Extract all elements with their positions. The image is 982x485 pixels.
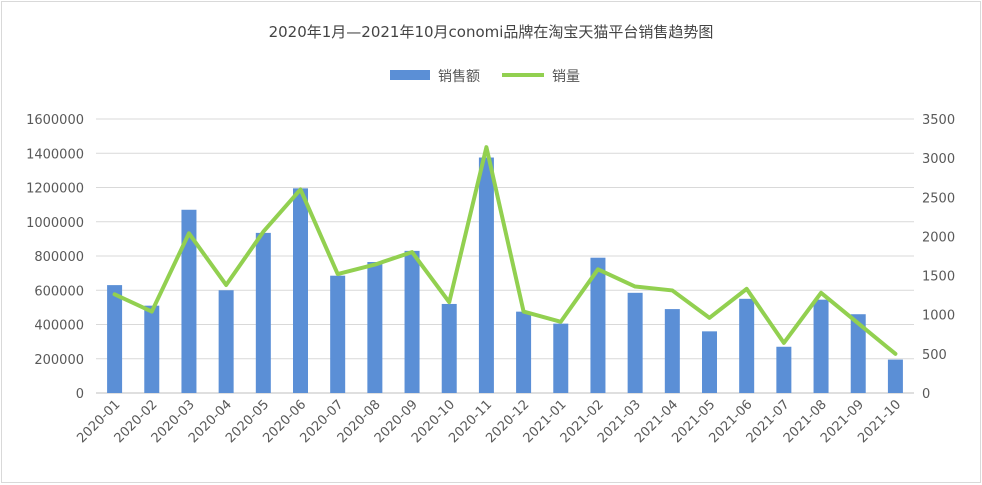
point-sales-volume xyxy=(373,263,377,267)
left-axis-tick-label: 400000 xyxy=(34,319,84,334)
right-axis-tick-label: 500 xyxy=(922,348,947,363)
bar-sales-amount xyxy=(590,257,606,393)
point-sales-volume xyxy=(708,316,711,320)
left-axis-tick-label: 0 xyxy=(76,387,84,402)
x-axis-ticks: 2020-012020-022020-032020-042020-052020-… xyxy=(74,397,904,446)
left-axis-tick-label: 800000 xyxy=(34,250,84,265)
left-axis-tick-label: 1600000 xyxy=(26,113,84,128)
bar-sales-amount xyxy=(218,290,234,393)
point-sales-volume xyxy=(150,310,154,314)
left-axis-tick-label: 1000000 xyxy=(26,216,84,231)
bar-sales-amount xyxy=(702,331,717,393)
legend-label-sales-volume: 销量 xyxy=(552,69,580,85)
bar-sales-amount xyxy=(181,209,197,393)
bar-sales-amount xyxy=(887,359,903,393)
point-sales-volume xyxy=(261,230,265,234)
point-sales-volume xyxy=(224,283,228,287)
bar-sales-amount xyxy=(107,285,123,393)
right-axis-tick-label: 1000 xyxy=(922,309,955,324)
point-sales-volume xyxy=(596,267,600,271)
point-sales-volume xyxy=(336,272,340,276)
bar-sales-amount xyxy=(293,188,308,393)
point-sales-volume xyxy=(187,231,191,235)
point-sales-volume xyxy=(410,250,414,254)
point-sales-volume xyxy=(745,287,749,291)
bar-sales-amount xyxy=(553,323,569,393)
point-sales-volume xyxy=(299,187,302,191)
left-axis-tick-label: 1400000 xyxy=(26,147,84,162)
bar-sales-amount xyxy=(367,261,383,393)
left-axis-tick-label: 1200000 xyxy=(26,182,84,197)
right-axis-tick-label: 1500 xyxy=(922,270,955,285)
right-axis-tick-label: 2000 xyxy=(922,230,955,245)
bar-sales-amount xyxy=(144,305,160,393)
bar-sales-amount xyxy=(255,232,271,393)
point-sales-volume xyxy=(856,321,860,325)
bar-sales-amount xyxy=(739,298,755,393)
line-sales-volume xyxy=(112,145,898,356)
bar-sales-amount xyxy=(776,346,792,393)
left-axis-tick-label: 200000 xyxy=(34,353,84,368)
bar-series xyxy=(107,157,903,393)
bar-sales-amount xyxy=(664,309,680,393)
point-sales-volume xyxy=(447,300,451,304)
left-axis-ticks: 0 200000 400000 600000 800000 1000000 1200000 1… xyxy=(26,113,84,402)
point-sales-volume xyxy=(559,320,563,324)
point-sales-volume xyxy=(782,341,786,345)
chart-title: 2020年1月—2021年10月conomi品牌在淘宝天猫平台销售趋势图 xyxy=(269,23,714,41)
bar-sales-amount xyxy=(627,292,643,393)
right-axis-tick-label: 0 xyxy=(922,387,930,402)
right-axis-tick-label: 3500 xyxy=(922,113,955,128)
legend-swatch-sales-amount xyxy=(390,70,430,80)
bar-sales-amount xyxy=(850,314,866,393)
bar-sales-amount xyxy=(330,275,346,393)
left-axis-tick-label: 600000 xyxy=(34,284,84,299)
bar-sales-amount xyxy=(404,250,420,393)
line-series xyxy=(112,145,898,356)
point-sales-volume xyxy=(522,310,526,314)
legend-label-sales-amount: 销售额 xyxy=(438,69,480,85)
right-axis-tick-label: 3000 xyxy=(922,152,955,167)
bar-sales-amount xyxy=(516,311,532,393)
right-axis-tick-label: 2500 xyxy=(922,191,955,206)
point-sales-volume xyxy=(670,288,674,292)
legend: 销售额 销量 xyxy=(390,69,580,85)
point-sales-volume xyxy=(484,145,488,149)
bar-sales-amount xyxy=(813,299,829,393)
point-sales-volume xyxy=(633,285,637,289)
bar-sales-amount xyxy=(478,157,494,393)
bar-sales-amount xyxy=(441,303,457,393)
point-sales-volume xyxy=(893,352,897,356)
point-sales-volume xyxy=(819,291,823,295)
right-axis-ticks: 0 500 1000 1500 2000 2500 3000 3500 xyxy=(922,113,955,402)
point-sales-volume xyxy=(113,292,117,296)
